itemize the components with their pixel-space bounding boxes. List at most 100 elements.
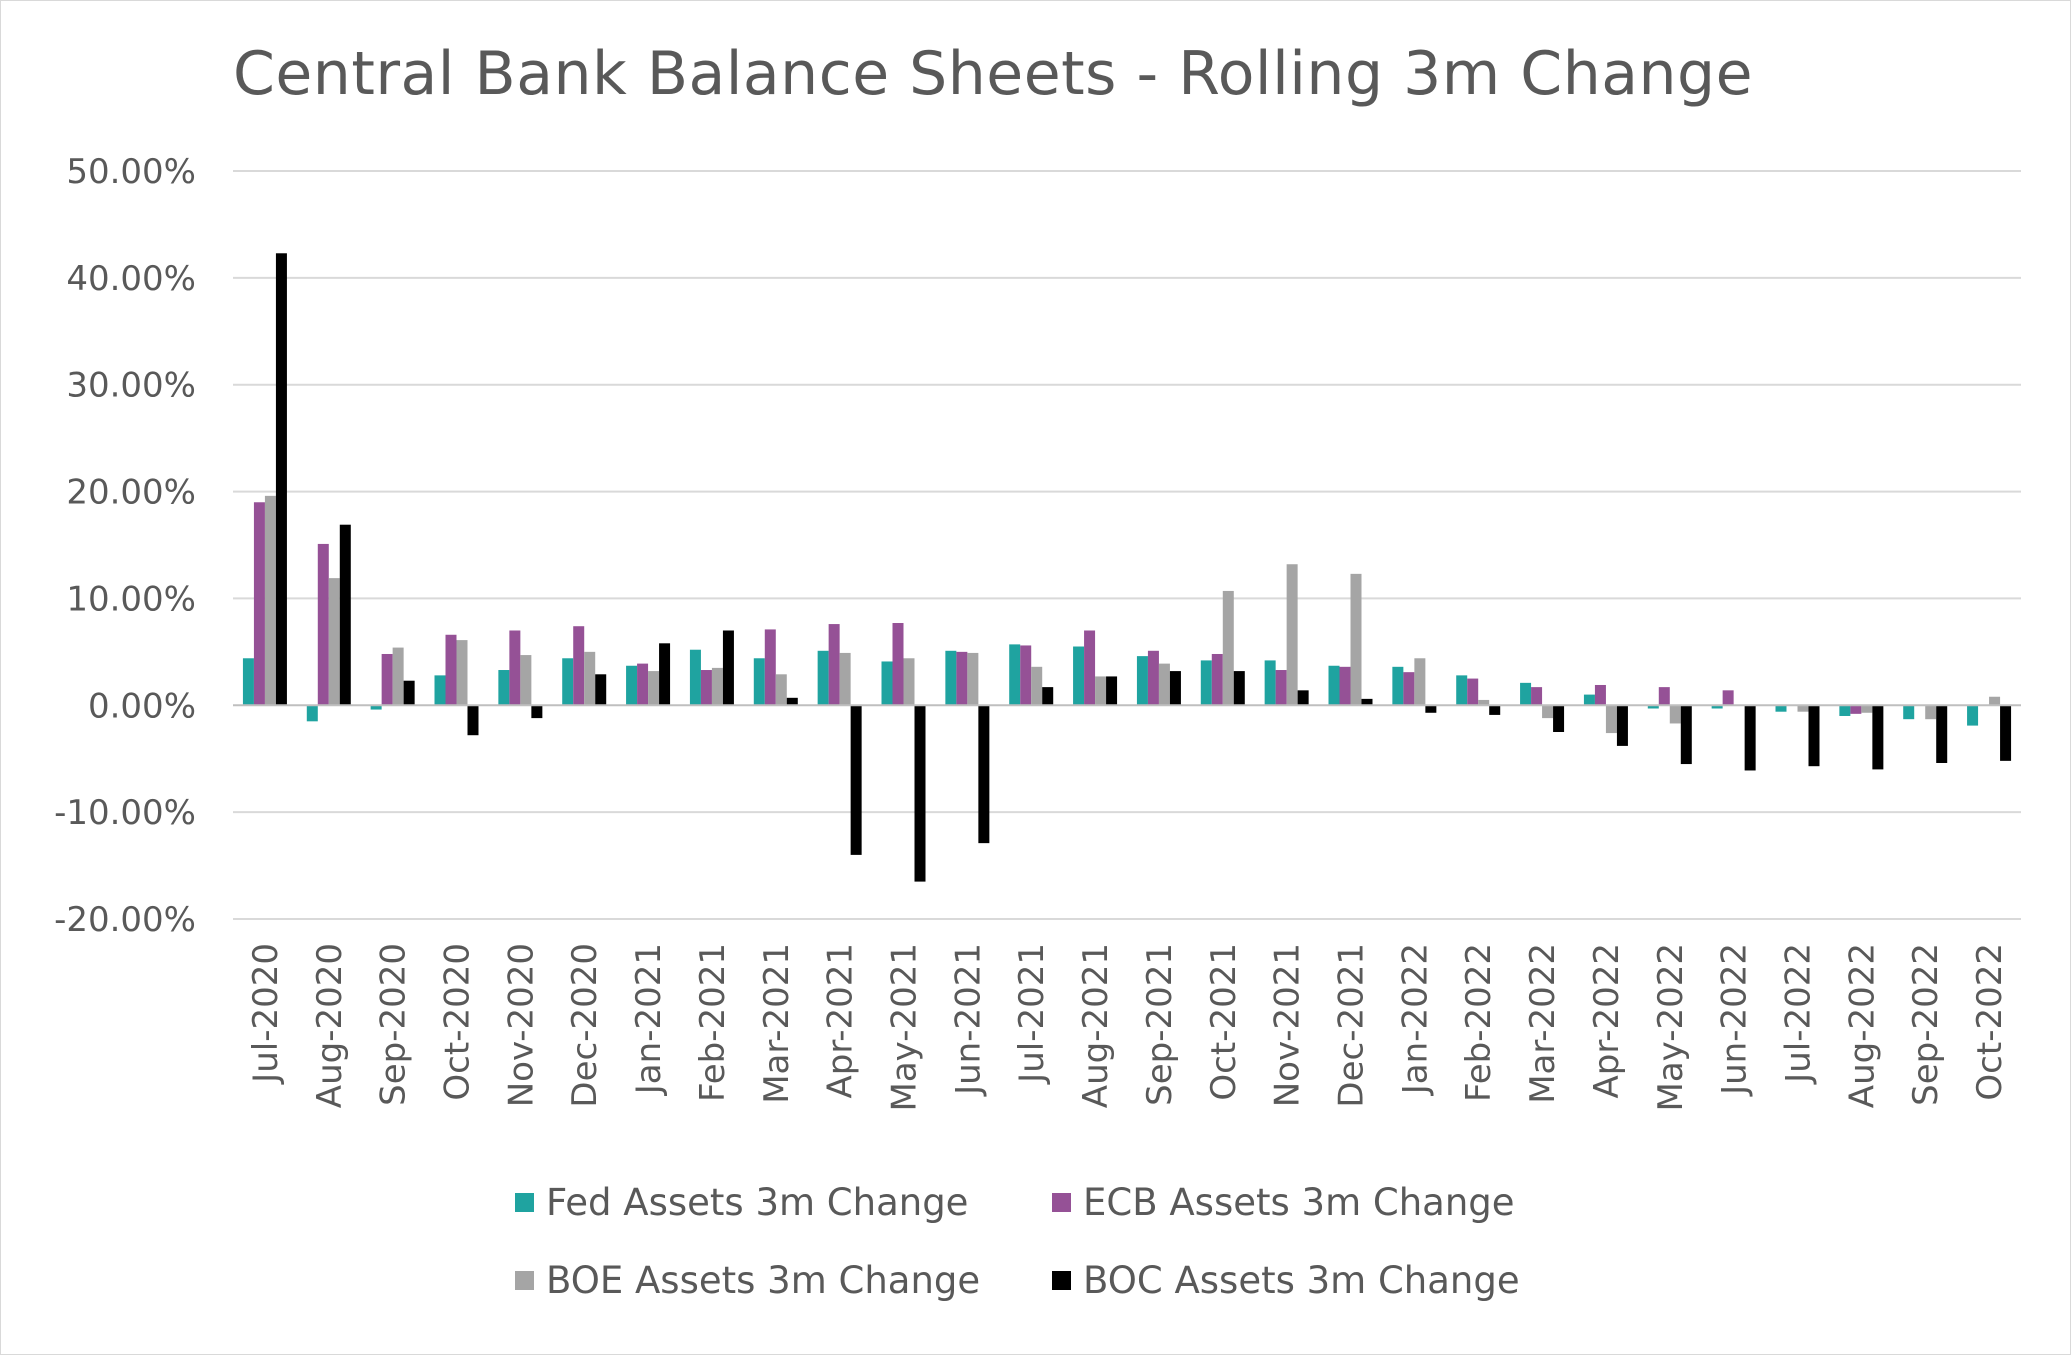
bar-boe [1286, 564, 1298, 706]
bar-ecb [1339, 666, 1351, 706]
bar-boc [1425, 705, 1437, 713]
bar-boe [903, 658, 915, 706]
bar-ecb [1020, 645, 1032, 706]
x-tick-label: Jun-2021 [948, 943, 988, 1097]
bar-boc [1169, 671, 1181, 706]
bar-boe [1861, 705, 1873, 713]
bar-boc [978, 705, 990, 844]
bar-ecb [1531, 687, 1543, 706]
bar-ecb [1850, 705, 1862, 714]
bar-fed [945, 650, 957, 706]
bar-fed [1711, 705, 1723, 709]
bar-boc [1936, 705, 1948, 763]
gridlines [233, 170, 2021, 920]
x-tick-label: Oct-2021 [1204, 943, 1244, 1101]
y-tick-label: -20.00% [54, 900, 196, 940]
bar-fed [370, 705, 382, 710]
bar-ecb [1467, 678, 1479, 706]
legend-label-boe: BOE Assets 3m Change [546, 1259, 981, 1302]
x-tick-label: Sep-2020 [374, 943, 414, 1106]
bar-boe [1669, 705, 1681, 724]
x-tick-label: May-2022 [1651, 943, 1691, 1112]
chart-title: Central Bank Balance Sheets - Rolling 3m… [233, 39, 1754, 109]
bar-boc [2000, 705, 2012, 761]
bar-boc [1042, 687, 1054, 706]
bar-fed [753, 658, 765, 706]
x-tick-label: Dec-2020 [565, 943, 605, 1108]
x-tick-label: Jan-2022 [1395, 943, 1435, 1096]
x-tick-label: Feb-2021 [693, 943, 733, 1102]
bar-boc [1553, 705, 1565, 732]
bar-ecb [1084, 630, 1096, 706]
bar-boc [1489, 705, 1501, 715]
bar-boe [1350, 573, 1362, 706]
x-tick-label: May-2021 [885, 943, 925, 1112]
legend-item-boc: BOC Assets 3m Change [1052, 1259, 1520, 1302]
legend-swatch-fed [515, 1193, 534, 1212]
legend-label-boc: BOC Assets 3m Change [1083, 1259, 1520, 1302]
bar-ecb [1658, 687, 1670, 706]
bar-boc [1680, 705, 1692, 765]
bar-boc [275, 253, 287, 706]
bar-ecb [317, 543, 329, 706]
bar-boe [456, 640, 468, 706]
bar-boe [1797, 705, 1809, 712]
legend-item-fed: Fed Assets 3m Change [515, 1181, 968, 1224]
bar-boc [1744, 705, 1756, 771]
bar-fed [1583, 694, 1595, 706]
bar-boc [1616, 705, 1628, 746]
bar-fed [1903, 705, 1915, 720]
bar-boe [775, 674, 787, 706]
bar-boe [839, 652, 851, 706]
bar-fed [881, 661, 893, 706]
bar-fed [626, 665, 638, 706]
y-tick-label: 20.00% [66, 473, 196, 513]
legend-swatch-ecb [1052, 1193, 1071, 1212]
legend-swatch-boe [515, 1271, 534, 1290]
bar-fed [1967, 705, 1979, 726]
bar-boc [339, 524, 351, 706]
bar-boe [1542, 705, 1554, 719]
x-tick-label: Mar-2022 [1523, 943, 1563, 1104]
bar-boc [1361, 698, 1373, 706]
y-tick-label: 40.00% [66, 259, 196, 299]
bar-boc [659, 643, 671, 706]
bar-ecb [764, 629, 776, 706]
legend-swatch-boc [1052, 1271, 1071, 1290]
x-tick-label: Apr-2021 [821, 943, 861, 1098]
bar-boc [914, 705, 926, 882]
bar-boc [595, 674, 607, 706]
bar-fed [1839, 705, 1851, 716]
bar-fed [1264, 660, 1276, 706]
y-tick-label: 30.00% [66, 366, 196, 406]
bar-boe [1925, 705, 1937, 720]
bar-boe [264, 495, 276, 706]
legend-label-fed: Fed Assets 3m Change [546, 1181, 969, 1224]
bar-boe [1605, 705, 1617, 734]
bar-boc [467, 705, 479, 736]
bar-fed [1775, 705, 1787, 712]
x-tick-label: Aug-2022 [1842, 943, 1882, 1108]
bar-ecb [1211, 653, 1223, 706]
y-tick-label: 0.00% [88, 686, 196, 726]
x-tick-label: Sep-2022 [1906, 943, 1946, 1106]
legend-item-boe: BOE Assets 3m Change [515, 1259, 980, 1302]
x-tick-label: Sep-2021 [1140, 943, 1180, 1106]
bar-ecb [828, 624, 840, 706]
bar-boe [1414, 658, 1426, 706]
bar-ecb [253, 502, 265, 706]
bar-boc [531, 705, 543, 719]
bar-boc [1808, 705, 1820, 767]
bar-boe [1478, 699, 1490, 706]
bar-ecb [1403, 672, 1415, 706]
bar-ecb [1722, 690, 1734, 706]
bar-boc [1297, 690, 1309, 706]
x-tick-label: Feb-2022 [1459, 943, 1499, 1102]
bar-boe [1095, 676, 1107, 706]
bar-fed [689, 649, 701, 706]
bar-ecb [892, 623, 904, 706]
x-tick-label: Mar-2021 [757, 943, 797, 1104]
bar-ecb [637, 663, 649, 706]
bar-boe [520, 655, 532, 706]
